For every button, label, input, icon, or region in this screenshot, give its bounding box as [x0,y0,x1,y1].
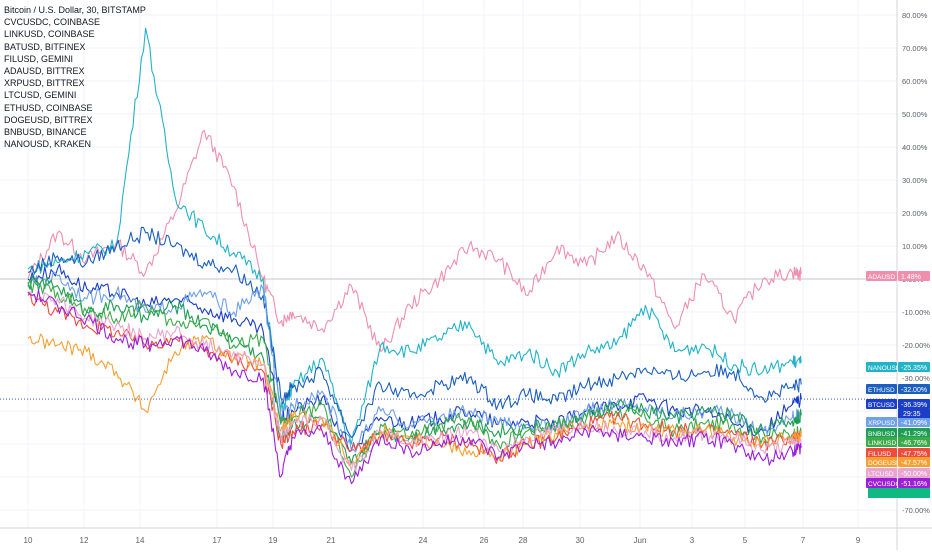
legend-item[interactable]: CVCUSDC, COINBASE [4,17,101,28]
x-tick-label: 24 [419,536,428,545]
x-axis: 10 12 14 17 19 21 24 26 28 30 Jun 3 5 7 9 [0,527,932,545]
y-tick-label: 70.00% [902,44,928,53]
price-label-linkusd[interactable]: LINKUSD -46.76% [866,437,930,447]
x-tick-label: 21 [327,536,336,545]
price-label-symbol: CVCUSDC [868,481,900,488]
y-tick-label: -20.00% [902,341,930,350]
price-label-value: -46.76% [901,440,927,447]
chart-title: Bitcoin / U.S. Dollar, 30, BITSTAMP [4,5,146,15]
price-label-value: 1.48% [901,274,921,281]
y-tick-label: 80.00% [902,11,928,20]
x-tick-label: 19 [269,536,278,545]
price-label-symbol: LTCUSD [868,471,894,478]
legend-item[interactable]: ADAUSD, BITTREX [4,66,85,77]
price-label-value: -50.00% [901,471,927,478]
legend-item[interactable]: NANOUSD, KRAKEN [4,139,92,150]
x-tick-label: 9 [856,536,861,545]
y-tick-label: 10.00% [902,242,928,251]
x-tick-label: 30 [576,536,585,545]
series-line-cvcusdc [27,289,802,485]
legend: Bitcoin / U.S. Dollar, 30, BITSTAMP CVCU… [4,4,146,150]
x-tick-label: 14 [136,536,145,545]
y-tick-label: -70.00% [902,506,930,515]
x-tick-label: Jun [634,536,647,545]
y-tick-label: 20.00% [902,209,928,218]
price-label-btcusd[interactable]: BTCUSD -36.39% [866,399,930,409]
legend-item[interactable]: DOGEUSD, BITTREX [4,114,93,125]
x-tick-label: 17 [213,536,222,545]
price-label-cvcusdc[interactable]: CVCUSDC -51.16% [866,478,930,488]
series-line-nanousd [27,27,802,445]
price-label-symbol: ETHUSD [868,387,895,394]
x-tick-label: 10 [24,536,33,545]
series-line-ethusd [27,226,802,438]
price-label-filusd[interactable]: FILUSD -47.75% [866,448,930,458]
price-label-value: -25.35% [901,365,927,372]
x-tick-label: 28 [519,536,528,545]
price-label-symbol: LINKUSD [868,440,896,447]
legend-item[interactable]: LINKUSD, COINBASE [4,29,95,40]
series-line-adausd [27,129,802,353]
price-label-symbol: FILUSD [868,451,891,458]
price-labels: ADAUSD 1.48% NANOUSD -25.35% ETHUSD -32.00% BT… [866,271,930,498]
legend-item[interactable]: XRPUSD, BITTREX [4,78,85,89]
price-label-symbol: XRPUSD [868,420,895,427]
price-label-value: -41.29% [901,431,927,438]
x-tick-label: 26 [480,536,489,545]
y-tick-label: -10.00% [902,308,930,317]
price-label-ethusd[interactable]: ETHUSD -32.00% [866,384,930,394]
legend-item[interactable]: BATUSD, BITFINEX [4,41,86,52]
legend-item[interactable]: BNBUSD, BINANCE [4,127,87,138]
price-label-value: -47.75% [901,451,927,458]
x-tick-label: 7 [801,536,806,545]
price-label-dogeusd[interactable]: DOGEUSD -47.57% [866,457,930,467]
price-label-symbol: BTCUSD [868,402,895,409]
x-tick-label: 12 [80,536,89,545]
price-label-adausd[interactable]: ADAUSD 1.48% [866,271,930,281]
price-label-value: -41.09% [901,420,927,427]
series-layer [27,27,802,485]
price-label-value: -51.16% [901,481,927,488]
price-label-symbol: BNBUSD [868,431,895,438]
price-label-xrpusd[interactable]: XRPUSD -41.09% [866,417,930,427]
y-tick-label: 60.00% [902,77,928,86]
series-line-dogeusd [27,333,802,467]
btc-countdown: 29:35 [903,411,921,418]
x-tick-label: 5 [743,536,748,545]
y-tick-label: 40.00% [902,143,928,152]
price-label-symbol: DOGEUSD [868,460,901,467]
price-label-value: -47.57% [901,460,927,467]
y-tick-label: 50.00% [902,110,928,119]
price-label-symbol: ADAUSD [868,274,895,281]
price-label-value: -36.39% [901,402,927,409]
series-line-ltcusd [27,291,802,473]
legend-item[interactable]: FILUSD, GEMINI [4,53,74,64]
y-tick-label: -30.00% [902,374,930,383]
price-label-nanousd[interactable]: NANOUSD -25.35% [866,362,930,372]
x-tick-label: 3 [690,536,695,545]
y-tick-label: 30.00% [902,176,928,185]
price-label-ltcusd[interactable]: LTCUSD -50.00% [866,468,930,478]
price-label-symbol: NANOUSD [868,365,901,372]
price-label-bnbusd[interactable]: BNBUSD -41.29% [866,428,930,438]
legend-item[interactable]: ETHUSD, COINBASE [4,102,93,113]
price-label-value: -32.00% [901,387,927,394]
batusd-marker [868,488,930,498]
legend-item[interactable]: LTCUSD, GEMINI [4,90,77,101]
